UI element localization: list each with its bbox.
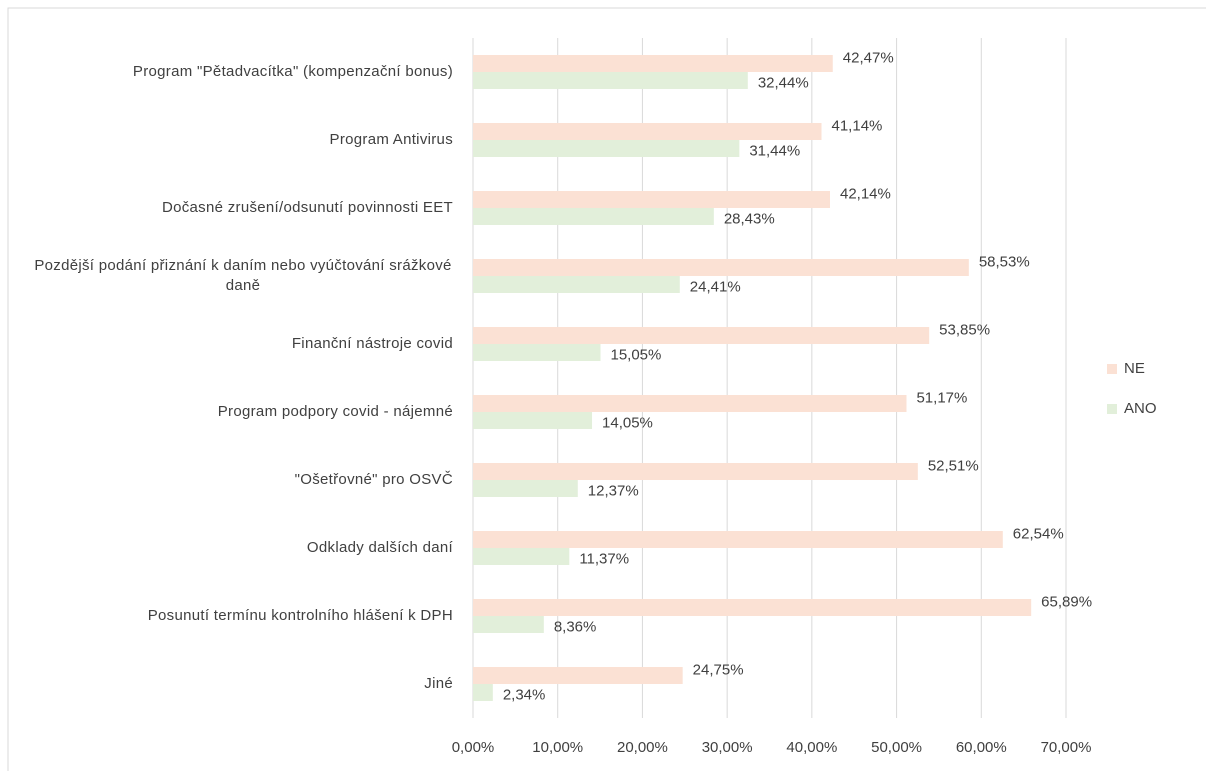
data-label: 53,85%: [939, 321, 990, 338]
chart-frame: [7, 7, 1206, 771]
bar: [473, 72, 748, 89]
category-box: Finanční nástroje covid: [292, 334, 453, 354]
category-box: Program podpory covid - nájemné: [218, 402, 453, 422]
bar: [473, 191, 830, 208]
bar: [473, 531, 1003, 548]
category-box: Jiné: [424, 674, 453, 694]
data-label: 8,36%: [554, 618, 597, 635]
bar: [473, 259, 969, 276]
y-tick-label: Pozdější podání přiznání k daním nebo vy…: [34, 257, 452, 294]
category-box: Dočasné zrušení/odsunutí povinnosti EET: [162, 198, 453, 218]
legend-swatch: [1107, 404, 1117, 414]
category-box: Pozdější podání přiznání k daním nebo vy…: [33, 256, 453, 296]
bar: [473, 276, 680, 293]
data-label: 31,44%: [749, 142, 800, 159]
bar: [473, 55, 833, 72]
legend-label: NE: [1124, 360, 1145, 377]
x-tick-label: 10,00%: [532, 739, 583, 756]
y-tick-label: "Ošetřovné" pro OSVČ: [294, 471, 453, 488]
bar: [473, 667, 683, 684]
x-tick-label: 70,00%: [1041, 739, 1092, 756]
x-tick-label: 30,00%: [702, 739, 753, 756]
data-label: 11,37%: [579, 550, 629, 567]
x-tick-label: 0,00%: [452, 739, 495, 756]
bar: [473, 208, 714, 225]
data-label: 2,34%: [503, 686, 546, 703]
data-label: 42,47%: [843, 49, 894, 66]
data-label: 32,44%: [758, 74, 809, 91]
bar: [473, 616, 544, 633]
bar: [473, 480, 578, 497]
data-label: 52,51%: [928, 457, 979, 474]
y-tick-label: Finanční nástroje covid: [291, 335, 453, 352]
category-box: Program "Pětadvacítka" (kompenzační bonu…: [133, 62, 453, 82]
y-tick-label: Jiné: [424, 675, 453, 692]
data-label: 62,54%: [1013, 525, 1064, 542]
bar: [473, 123, 822, 140]
bar: [473, 327, 930, 344]
data-label: 24,41%: [690, 278, 741, 295]
y-tick-label: Program podpory covid - nájemné: [217, 403, 453, 420]
data-label: 24,75%: [693, 661, 744, 678]
bar: [473, 684, 493, 701]
data-label: 58,53%: [979, 253, 1030, 270]
y-tick-label: Odklady dalších daní: [306, 539, 453, 556]
data-label: 51,17%: [916, 389, 967, 406]
category-box: Odklady dalších daní: [307, 538, 453, 558]
category-box: Posunutí termínu kontrolního hlášení k D…: [148, 606, 453, 626]
category-box: "Ošetřovné" pro OSVČ: [295, 470, 453, 490]
bar: [473, 140, 740, 157]
data-label: 65,89%: [1041, 593, 1092, 610]
y-tick-label: Posunutí termínu kontrolního hlášení k D…: [147, 607, 453, 624]
data-label: 15,05%: [610, 346, 661, 363]
bar: [473, 344, 601, 361]
bar: [473, 395, 907, 412]
y-tick-label: Program Antivirus: [329, 131, 453, 148]
bar: [473, 412, 593, 429]
x-tick-label: 50,00%: [871, 739, 922, 756]
y-tick-label: Program "Pětadvacítka" (kompenzační bonu…: [132, 63, 453, 80]
legend-label: ANO: [1124, 400, 1157, 417]
x-tick-label: 20,00%: [617, 739, 668, 756]
data-label: 14,05%: [602, 414, 653, 431]
x-tick-label: 40,00%: [786, 739, 837, 756]
legend-swatch: [1107, 364, 1117, 374]
data-label: 41,14%: [832, 117, 883, 134]
x-tick-label: 60,00%: [956, 739, 1007, 756]
data-label: 28,43%: [724, 210, 775, 227]
y-tick-label: Dočasné zrušení/odsunutí povinnosti EET: [161, 199, 453, 216]
data-label: 42,14%: [840, 185, 891, 202]
bar: [473, 463, 918, 480]
data-label: 12,37%: [588, 482, 639, 499]
category-box: Program Antivirus: [330, 130, 453, 150]
bar: [473, 599, 1032, 616]
bar: [473, 548, 570, 565]
